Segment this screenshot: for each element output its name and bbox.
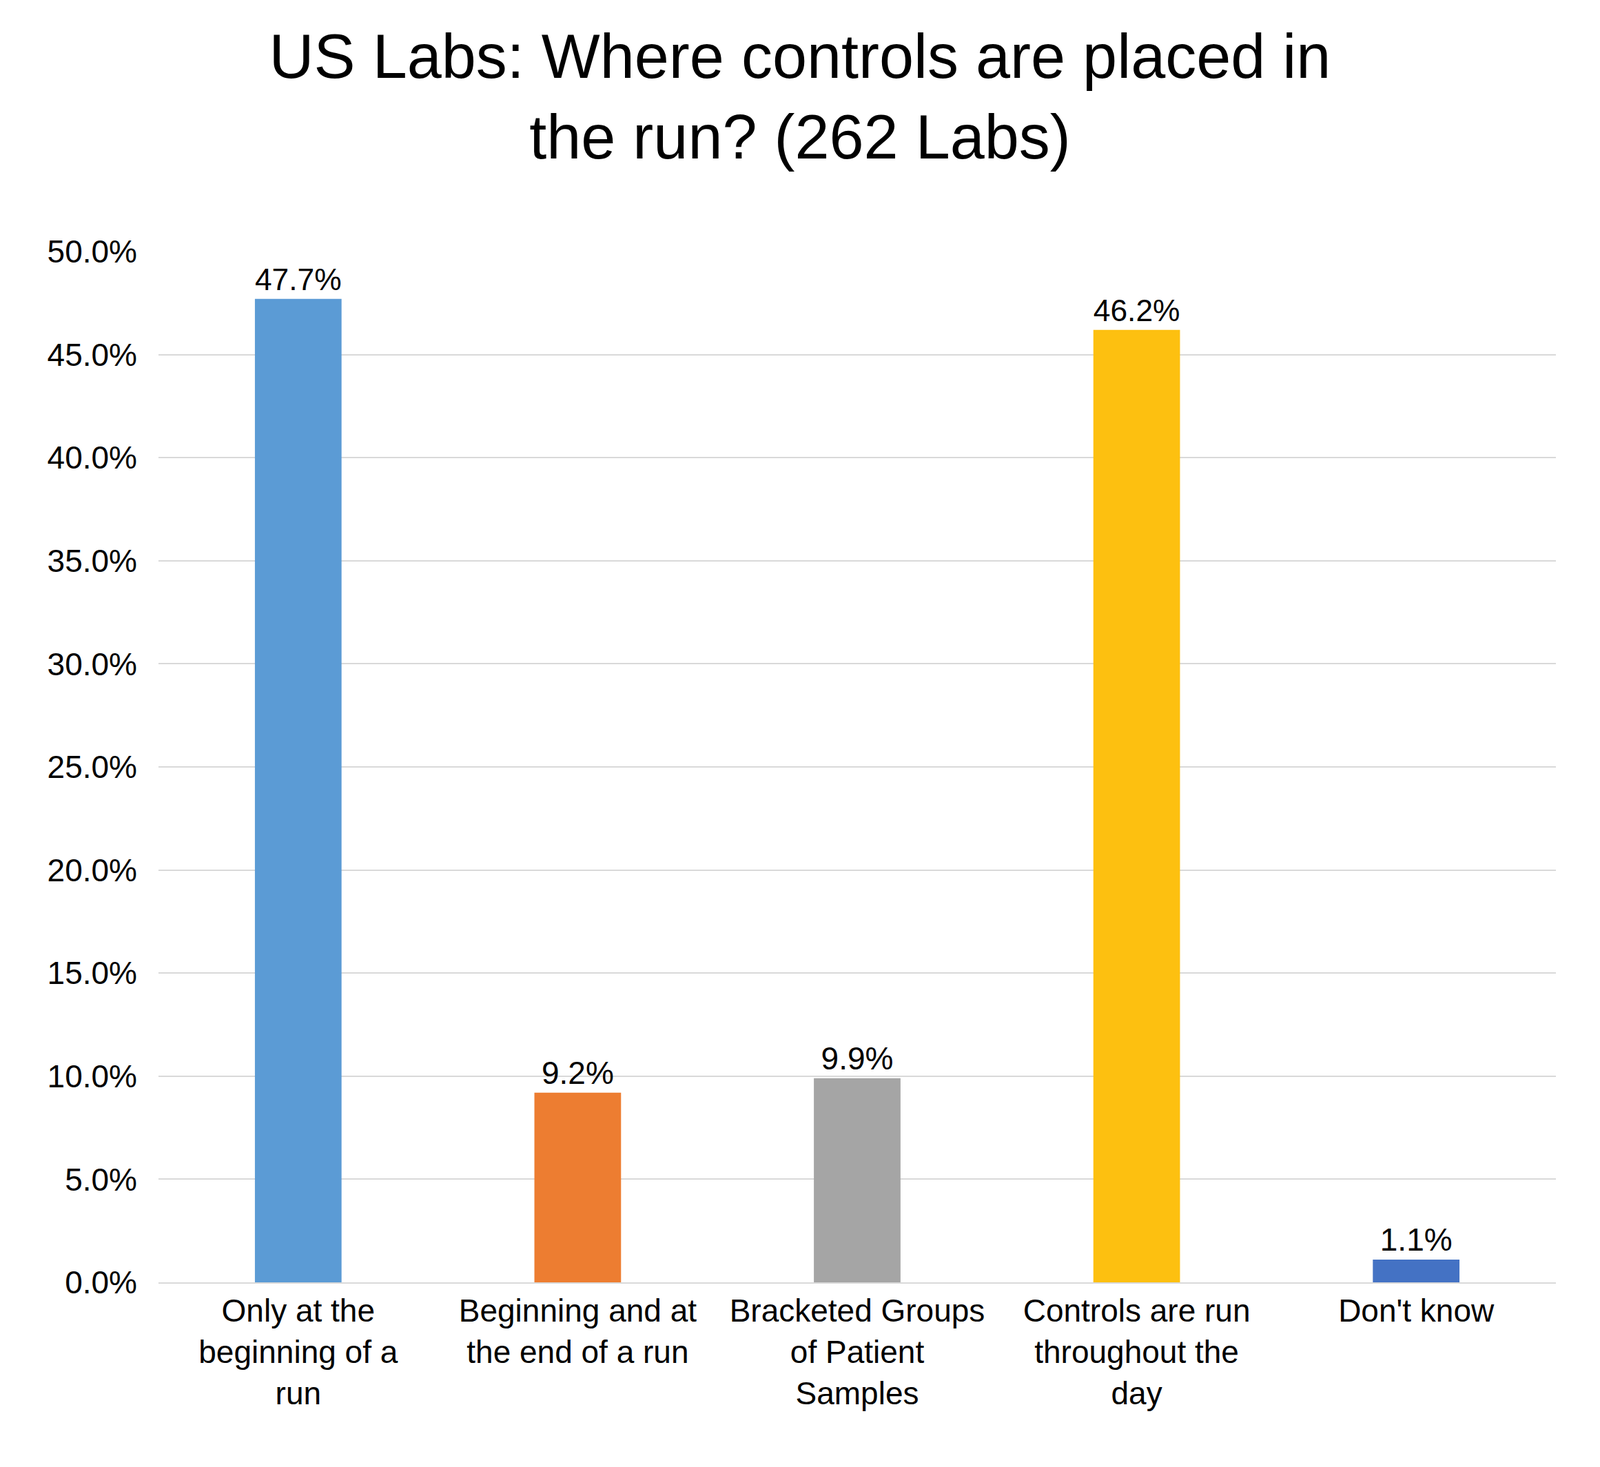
svg-text:10.0%: 10.0% <box>47 1058 138 1095</box>
svg-text:45.0%: 45.0% <box>47 336 138 373</box>
svg-text:30.0%: 30.0% <box>47 646 138 683</box>
svg-text:Don't know: Don't know <box>1338 1292 1495 1329</box>
svg-text:35.0%: 35.0% <box>47 542 138 579</box>
svg-text:US Labs: Where controls are pl: US Labs: Where controls are placed inthe… <box>269 22 1332 172</box>
svg-text:5.0%: 5.0% <box>64 1161 138 1198</box>
svg-text:46.2%: 46.2% <box>1093 293 1181 328</box>
svg-text:Bracketed Groupsof PatientSamp: Bracketed Groupsof PatientSamples <box>729 1292 986 1412</box>
svg-text:47.7%: 47.7% <box>254 262 342 297</box>
svg-text:15.0%: 15.0% <box>47 955 138 991</box>
svg-text:50.0%: 50.0% <box>47 233 138 270</box>
svg-text:1.1%: 1.1% <box>1380 1221 1453 1258</box>
svg-text:Only at thebeginning of arun: Only at thebeginning of arun <box>198 1292 398 1412</box>
svg-text:25.0%: 25.0% <box>47 749 138 785</box>
svg-text:20.0%: 20.0% <box>47 852 138 889</box>
svg-text:0.0%: 0.0% <box>64 1264 138 1301</box>
svg-text:40.0%: 40.0% <box>47 439 138 476</box>
svg-text:Beginning and atthe end of a r: Beginning and atthe end of a run <box>458 1292 698 1370</box>
svg-text:9.9%: 9.9% <box>821 1040 894 1077</box>
svg-text:9.2%: 9.2% <box>541 1054 614 1091</box>
svg-text:Controls are runthroughout the: Controls are runthroughout theday <box>1023 1292 1251 1412</box>
